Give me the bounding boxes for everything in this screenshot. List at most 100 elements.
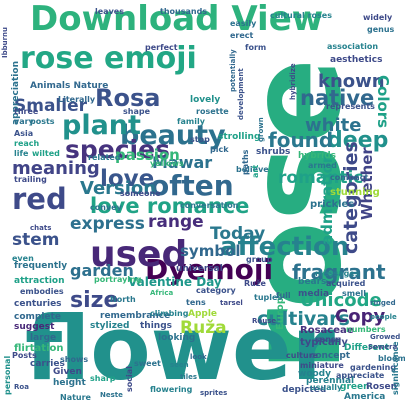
word-stop: stop (190, 135, 210, 144)
word-rosette: rosette (196, 107, 229, 116)
word-miniature: miniature (300, 361, 344, 370)
word-things: things (140, 321, 173, 331)
word-related: related (88, 153, 121, 162)
word-flower: flower (25, 297, 336, 400)
word-shrubs: shrubs (256, 147, 291, 157)
word-love-romance: love romance (90, 194, 250, 218)
word-often: often (150, 169, 234, 202)
word-perfect: perfect (145, 43, 178, 52)
word-someone: someone (120, 189, 161, 198)
word-range: range (148, 212, 204, 232)
word-growed: Growed (370, 333, 401, 341)
word-garden: garden (70, 261, 134, 280)
word-sprites: sprites (200, 389, 228, 397)
word-roa: Roa (14, 383, 29, 391)
word-passion: passion (115, 146, 180, 164)
word-strolling: strolling (218, 132, 261, 142)
word-culture: culture (286, 351, 319, 360)
word-hybrids: hybrids (298, 151, 337, 161)
word-different: Different (344, 343, 390, 353)
word-version: Version (80, 178, 157, 199)
word-symbol: symbol (180, 242, 241, 260)
word-leaves: leaves (95, 7, 124, 16)
word-centuries: centuries (14, 299, 62, 309)
word-sweet: sweet (134, 359, 161, 368)
word-posts-cap: Posts (12, 351, 37, 360)
word-stem: stem (12, 230, 60, 250)
word-asia: Asia (14, 129, 34, 138)
word-believe: believe (236, 165, 269, 174)
word-full: full (276, 291, 291, 300)
word-species: species (65, 135, 170, 164)
word-love: love (100, 166, 155, 192)
word-aesthetics: aesthetics (330, 55, 383, 65)
word-attraction: attraction (14, 276, 65, 286)
word-concept: concept (310, 351, 351, 361)
word-sewera: Sewera (368, 343, 398, 351)
word-known: known (318, 71, 385, 92)
word-neste: Neste (100, 391, 123, 399)
word-suggest: suggest (14, 322, 55, 332)
word-rosaceae: Rosaceae (300, 325, 354, 336)
word-plant: plant (62, 110, 141, 141)
word-animals-nature: Animals Nature (30, 81, 109, 91)
word-bears: bears (298, 277, 327, 287)
word-numbers: numbers (346, 325, 386, 334)
word-express: express (70, 214, 145, 234)
word-portraying: portraying (94, 275, 142, 284)
word-shape: shape (123, 107, 151, 116)
word-climbing: climbing (150, 309, 189, 318)
word-rose-emoji: rose emoji (20, 41, 197, 76)
word-association: association (327, 42, 379, 51)
word-represents: represents (326, 102, 375, 111)
word-easily: easily (230, 19, 257, 28)
word-complete: complete (14, 312, 61, 322)
word-native: native (300, 86, 375, 110)
word-art: art (251, 164, 260, 178)
word-group: group (246, 255, 273, 264)
word-download-view: Download View (30, 0, 324, 39)
word-depicted: depicted (282, 385, 327, 395)
word-embodies: embodies (20, 287, 64, 296)
word-deep: deep (327, 128, 389, 153)
word-tuples: tuples (254, 293, 283, 302)
word-usually: usually (310, 383, 343, 392)
word-romantic: romantic (278, 168, 364, 188)
word-bloom: bloom (378, 354, 405, 363)
word-tarsel: tarsel (220, 299, 243, 307)
word-apple: Apple (188, 309, 218, 319)
word-genus: genus (367, 25, 395, 34)
word-america: America (344, 392, 386, 402)
word-paths: paths (241, 149, 250, 175)
word-smaller: Smaller (14, 96, 87, 116)
word-media: media (298, 289, 330, 299)
word-reach: reach (14, 139, 40, 148)
word-flowering: flowering (150, 385, 193, 394)
word-chats: chats (30, 224, 52, 232)
word-personal: personal (3, 355, 12, 395)
word-remembrance: remembrance (100, 311, 171, 321)
word-category: category (196, 286, 236, 295)
word-rouse: Rouse (252, 317, 277, 325)
word-grown: grown (257, 117, 265, 142)
word-north: North (110, 295, 136, 304)
word-armed: armed (308, 161, 337, 170)
word-three: three (14, 107, 39, 116)
word-yellows: yellows (150, 159, 184, 168)
word-unicode: Unicode (300, 290, 382, 311)
word-universal: universal (176, 264, 223, 274)
word-tens: tens (186, 298, 206, 307)
word-thousands: thousands (160, 7, 208, 16)
word-pick: pick (210, 145, 229, 154)
word-ringed: ringed (370, 299, 396, 307)
word-literally: Literally (58, 95, 96, 104)
word-cultural-roses: cultural roses (270, 11, 332, 20)
word-today: Today (210, 224, 266, 244)
word-ibburnu: Ibburnu (1, 26, 9, 58)
word-potentially: potentially (229, 49, 237, 92)
word-used: used (90, 234, 188, 275)
word-white: white (305, 115, 362, 136)
word-life: life (14, 149, 29, 158)
word-looking: looking (158, 333, 196, 343)
